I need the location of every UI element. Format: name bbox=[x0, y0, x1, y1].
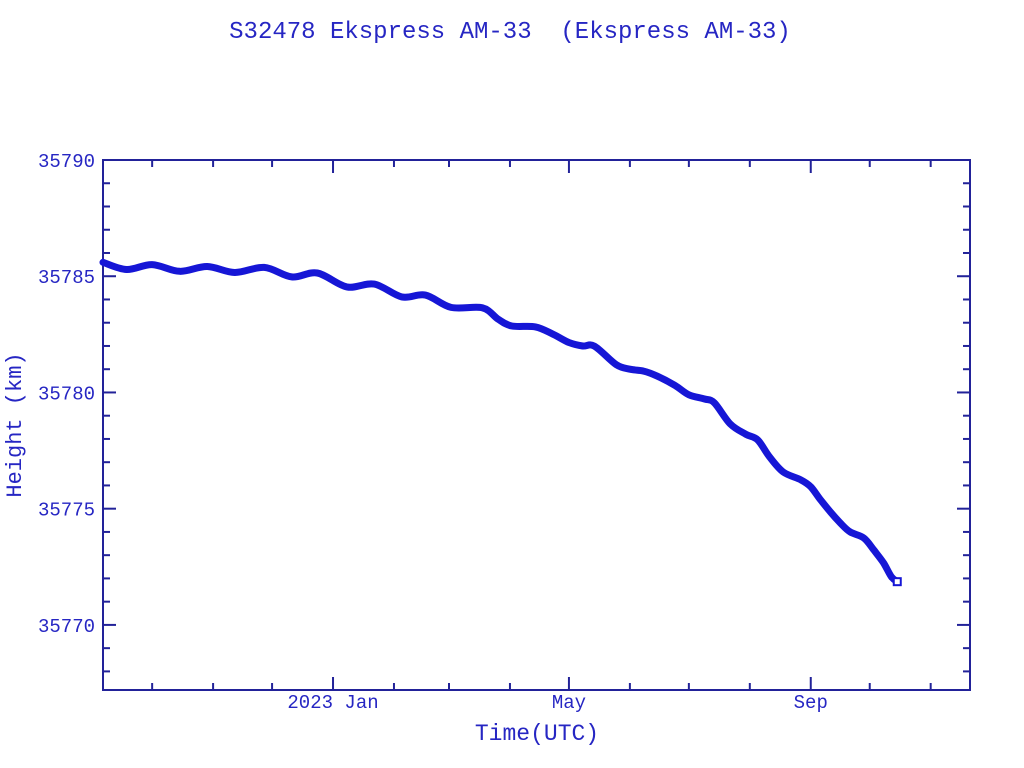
axes: 2023 Jan May Sep 35770 35775 35780 35785 35790 bbox=[38, 151, 971, 714]
y-axis-title: Height (km) bbox=[3, 352, 28, 497]
x-tick-label: May bbox=[552, 692, 586, 714]
y-tick-label: 35780 bbox=[38, 383, 95, 405]
data-series bbox=[99, 258, 902, 587]
height-curve bbox=[99, 258, 901, 586]
end-point-marker bbox=[892, 577, 902, 587]
chart-title: S32478 Ekspress AM-33 (Ekspress AM-33) bbox=[229, 19, 791, 46]
plot-frame bbox=[102, 159, 971, 691]
x-tick-label: Sep bbox=[794, 692, 828, 714]
y-tick-label: 35770 bbox=[38, 616, 95, 638]
x-tick-label: 2023 Jan bbox=[287, 692, 378, 714]
y-tick-label: 35790 bbox=[38, 151, 95, 173]
y-tick-label: 35785 bbox=[38, 267, 95, 289]
x-axis-title: Time(UTC) bbox=[475, 721, 599, 747]
y-tick-label: 35775 bbox=[38, 500, 95, 522]
